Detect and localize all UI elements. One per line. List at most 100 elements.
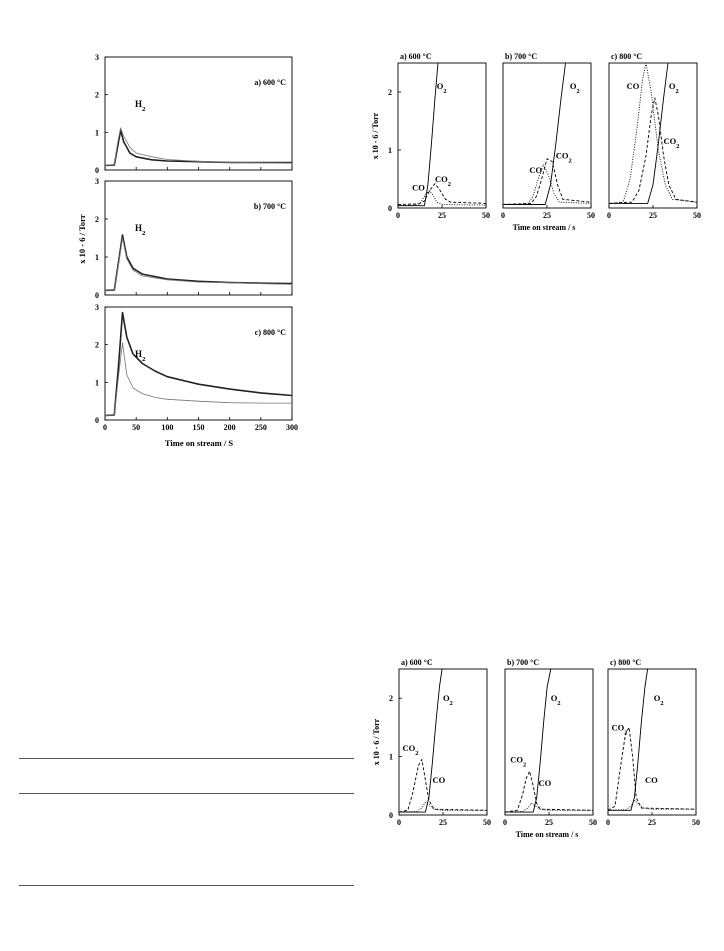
x-axis-label: Time on stream / S bbox=[165, 438, 233, 448]
x-tick-label: 50 bbox=[482, 211, 490, 220]
series-line-co bbox=[502, 164, 592, 205]
y-tick-label: 3 bbox=[95, 53, 99, 62]
y-tick-label: 0 bbox=[95, 166, 99, 175]
series-annotation: O2 bbox=[654, 693, 664, 707]
y-tick-label: 3 bbox=[95, 303, 99, 312]
x-tick-label: 50 bbox=[693, 211, 701, 220]
series-annotation: CO bbox=[529, 165, 542, 175]
series-line-co2 bbox=[502, 158, 592, 205]
y-tick-label: 2 bbox=[95, 215, 99, 224]
x-tick-label: 50 bbox=[692, 818, 700, 827]
series-annotation: CO bbox=[432, 775, 445, 785]
panel-label: b) 700 °C bbox=[254, 202, 286, 211]
y-axis-label: x 10 - 6 / Torr bbox=[372, 718, 381, 765]
x-tick-label: 300 bbox=[286, 423, 298, 432]
series-annotation: CO bbox=[538, 778, 551, 788]
panel-label: a) 600 °C bbox=[401, 658, 433, 667]
series-annotation: O2 bbox=[437, 81, 447, 95]
series-line-solid-thin bbox=[104, 127, 293, 166]
x-tick-label: 50 bbox=[132, 423, 140, 432]
y-axis-label: x 10 - 6 / Torr bbox=[371, 112, 380, 159]
series-annotation: H2 bbox=[135, 99, 146, 113]
y-tick-label: 2 bbox=[95, 341, 99, 350]
series-line-o2 bbox=[608, 668, 649, 811]
table-bottom-rule bbox=[19, 885, 354, 886]
table-top-rule bbox=[19, 758, 354, 759]
y-tick-label: 1 bbox=[388, 146, 392, 155]
series-line-co2 bbox=[397, 183, 487, 205]
series-annotation: CO bbox=[627, 81, 640, 91]
x-tick-label: 25 bbox=[545, 818, 553, 827]
y-tick-label: 2 bbox=[388, 88, 392, 97]
x-axis-label: Time on stream / s bbox=[516, 830, 579, 839]
series-annotation: CO bbox=[412, 183, 425, 193]
series-line-solid-thin bbox=[104, 342, 292, 416]
x-tick-label: 50 bbox=[483, 818, 491, 827]
panel-label: b) 700 °C bbox=[507, 658, 539, 667]
series-line-solid-thick bbox=[104, 129, 292, 167]
y-tick-label: 3 bbox=[95, 177, 99, 186]
series-line-solid-thick bbox=[104, 311, 293, 417]
x-tick-label: 0 bbox=[501, 211, 505, 220]
panel-label: c) 800 °C bbox=[611, 52, 642, 61]
panel-frame bbox=[104, 180, 293, 296]
series-annotation: CO2 bbox=[664, 136, 680, 150]
x-tick-label: 50 bbox=[589, 818, 597, 827]
series-annotation: CO2 bbox=[403, 743, 419, 757]
y-tick-label: 1 bbox=[95, 378, 99, 387]
series-annotation: O2 bbox=[443, 693, 453, 707]
y-tick-label: 0 bbox=[388, 204, 392, 213]
series-annotation: CO2 bbox=[556, 151, 572, 165]
x-tick-label: 0 bbox=[397, 818, 401, 827]
y-tick-label: 2 bbox=[389, 694, 393, 703]
series-line-o2 bbox=[399, 668, 443, 813]
y-tick-label: 1 bbox=[389, 753, 393, 762]
y-tick-label: 0 bbox=[95, 416, 99, 425]
series-line-co bbox=[398, 801, 487, 813]
series-line-co2 bbox=[607, 726, 697, 811]
series-line-co bbox=[608, 62, 698, 204]
y-tick-label: 0 bbox=[95, 291, 99, 300]
x-tick-label: 25 bbox=[649, 211, 657, 220]
panel-label: a) 600 °C bbox=[400, 52, 432, 61]
y-tick-label: 2 bbox=[95, 91, 99, 100]
series-line-o2 bbox=[505, 668, 552, 813]
panel-label: c) 800 °C bbox=[255, 328, 286, 337]
series-annotation: O2 bbox=[669, 81, 679, 95]
x-tick-label: 150 bbox=[193, 423, 205, 432]
series-annotation: H2 bbox=[135, 223, 146, 237]
series-annotation: O2 bbox=[570, 81, 580, 95]
x-tick-label: 25 bbox=[648, 818, 656, 827]
series-line-solid-thin bbox=[104, 237, 293, 291]
panel-label: b) 700 °C bbox=[505, 52, 537, 61]
x-tick-label: 0 bbox=[606, 818, 610, 827]
series-line-co2 bbox=[504, 770, 594, 813]
series-line-o2 bbox=[398, 62, 439, 207]
series-annotation: CO bbox=[645, 775, 658, 785]
series-line-co2 bbox=[398, 759, 488, 813]
x-tick-label: 50 bbox=[587, 211, 595, 220]
panel-frame bbox=[104, 56, 293, 171]
x-tick-label: 0 bbox=[607, 211, 611, 220]
panel-frame bbox=[502, 62, 592, 209]
y-tick-label: 1 bbox=[95, 128, 99, 137]
series-line-co bbox=[607, 799, 696, 811]
series-annotation: CO2 bbox=[510, 754, 526, 768]
x-tick-label: 0 bbox=[396, 211, 400, 220]
x-tick-label: 25 bbox=[439, 818, 447, 827]
series-annotation: CO2 bbox=[612, 722, 628, 736]
x-tick-label: 250 bbox=[255, 423, 267, 432]
x-tick-label: 0 bbox=[503, 818, 507, 827]
y-axis-label: x 10 - 6 / Torr bbox=[77, 214, 87, 264]
x-tick-label: 200 bbox=[224, 423, 236, 432]
x-tick-label: 0 bbox=[103, 423, 107, 432]
panel-label: a) 600 °C bbox=[254, 78, 286, 87]
series-line-co2 bbox=[608, 97, 698, 204]
series-annotation: O2 bbox=[551, 693, 561, 707]
x-tick-label: 100 bbox=[161, 423, 173, 432]
panel-frame bbox=[504, 668, 594, 816]
panel-frame bbox=[607, 668, 697, 816]
panel-label: c) 800 °C bbox=[610, 658, 641, 667]
series-annotation: CO2 bbox=[435, 174, 451, 188]
